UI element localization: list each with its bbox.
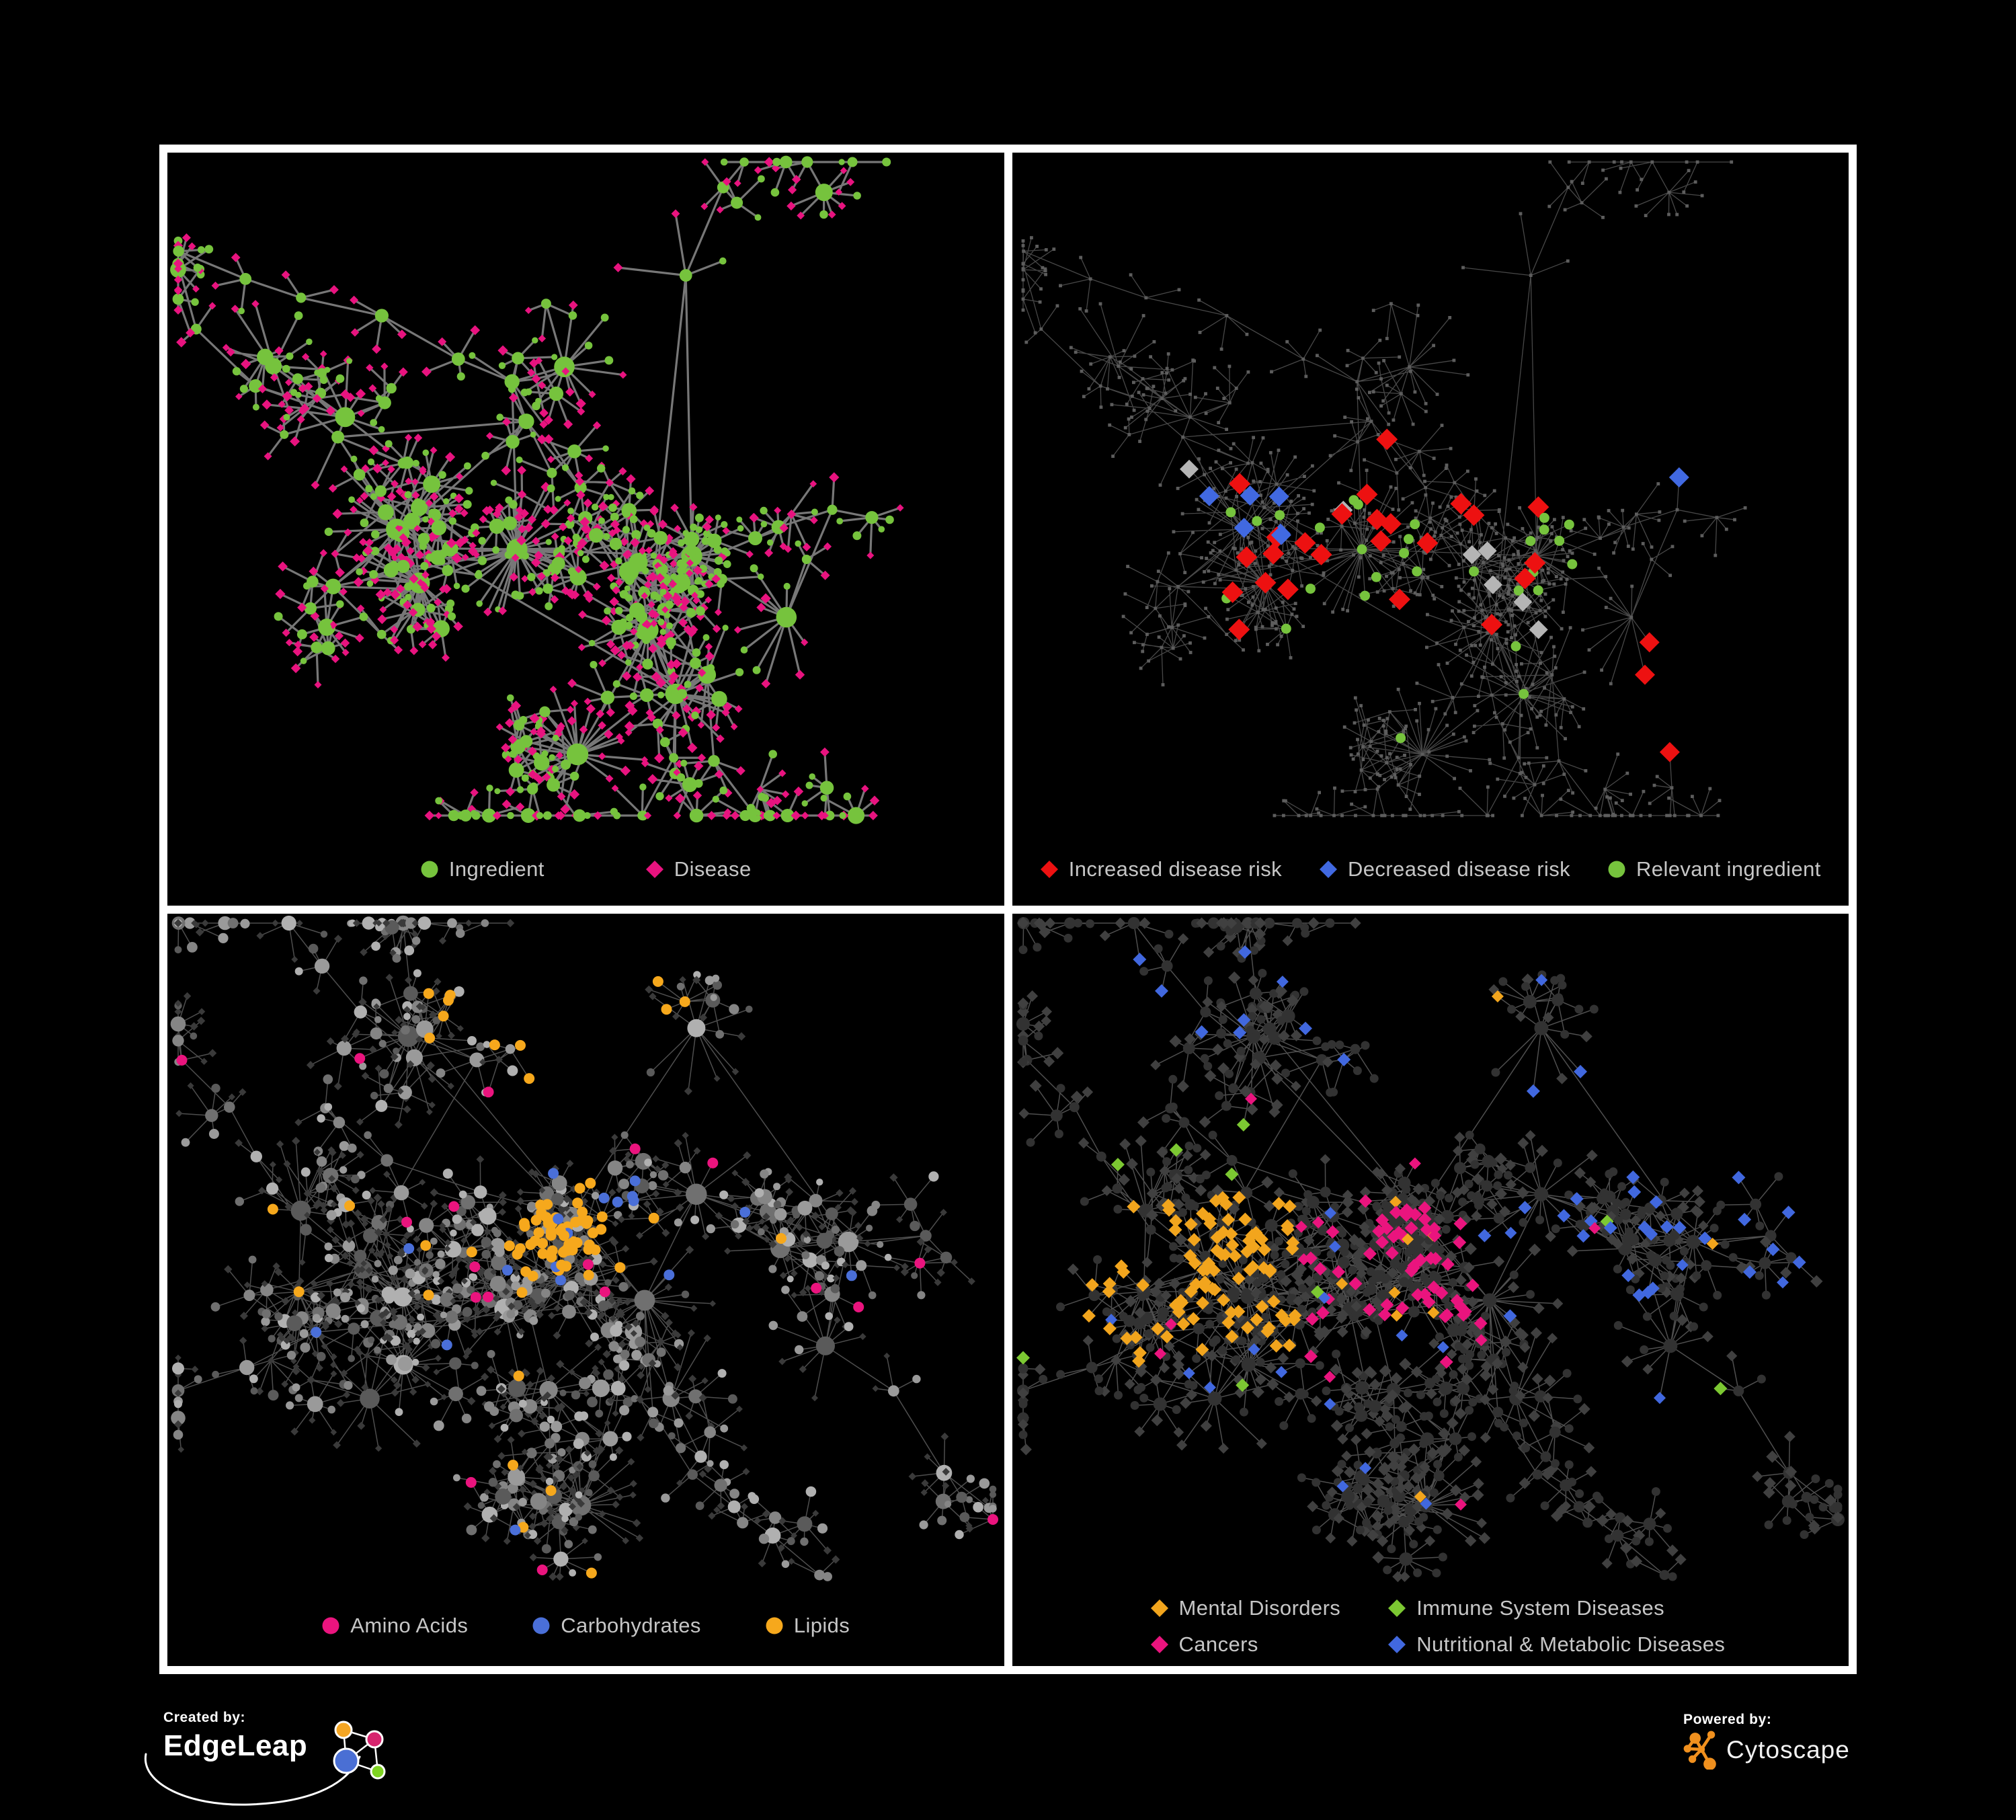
legend-item-increased-disease-risk: Increased disease risk [1040, 857, 1282, 881]
cancers-diamond-icon [1150, 1636, 1168, 1653]
legend-label-increased-disease-risk: Increased disease risk [1068, 857, 1282, 881]
amino-acids-circle-icon [322, 1617, 339, 1634]
legend-item-carbohydrates: Carbohydrates [532, 1614, 701, 1638]
legend-item-cancers: Cancers [1150, 1632, 1341, 1657]
legend-label-decreased-disease-risk: Decreased disease risk [1348, 857, 1571, 881]
legend-label-ingredient: Ingredient [448, 857, 545, 881]
legend-label-cancers: Cancers [1178, 1632, 1258, 1656]
lipids-circle-icon [766, 1617, 783, 1634]
legend-label-relevant-ingredient: Relevant ingredient [1636, 857, 1821, 881]
graph-nodes-base [1016, 916, 1845, 1582]
edgeleap-logo-icon [333, 1720, 386, 1780]
legend-item-lipids: Lipids [765, 1614, 850, 1638]
legend-label-disease: Disease [674, 857, 752, 881]
cytoscape-logo-icon [1683, 1731, 1716, 1770]
created-by-label: Created by: [163, 1710, 246, 1725]
cytoscape-logo-text: Cytoscape [1726, 1736, 1850, 1764]
graph-nodes-base [1021, 160, 1746, 818]
graph-edges [1022, 161, 1745, 816]
legend-label-mental-disorders: Mental Disorders [1178, 1596, 1341, 1620]
carbohydrates-circle-icon [532, 1617, 550, 1634]
panel-ingredient-disease: Ingredient Disease [167, 153, 1004, 906]
edgeleap-node-green [370, 1764, 386, 1780]
legend-item-immune-system-diseases: Immune System Diseases [1387, 1596, 1725, 1620]
legend-nutrient-classes: Amino Acids Carbohydrates Lipids [167, 1614, 1004, 1638]
legend-label-amino-acids: Amino Acids [350, 1614, 469, 1637]
powered-by-label: Powered by: [1683, 1712, 1772, 1727]
legend-item-nutritional-metabolic-diseases: Nutritional & Metabolic Diseases [1387, 1632, 1725, 1657]
graph-nodes-base [170, 155, 904, 824]
decreased-disease-risk-diamond-icon [1320, 860, 1337, 878]
nutritional-metabolic-diseases-diamond-icon [1388, 1636, 1406, 1653]
disease-diamond-icon [645, 860, 663, 878]
edgeleap-logo-text: EdgeLeap [163, 1729, 308, 1762]
network-graph-nutrient-classes [170, 915, 998, 1581]
legend-label-nutritional-metabolic-diseases: Nutritional & Metabolic Diseases [1416, 1632, 1726, 1656]
network-graph-disease-risk [1021, 160, 1746, 818]
panel-nutrient-classes: Amino Acids Carbohydrates Lipids [167, 913, 1004, 1666]
legend-item-amino-acids: Amino Acids [321, 1614, 468, 1638]
legend-ingredient-disease: Ingredient Disease [167, 857, 1004, 881]
legend-disease-risk: Increased disease risk Decreased disease … [1012, 857, 1849, 881]
network-graph-disease-categories [1016, 916, 1845, 1582]
edgeleap-node-pink [365, 1730, 384, 1749]
graph-nodes-highlighted [1179, 428, 1689, 762]
legend-label-immune-system-diseases: Immune System Diseases [1416, 1596, 1665, 1620]
edgeleap-branding: Created by: EdgeLeap [144, 1710, 391, 1806]
mental-disorders-diamond-icon [1150, 1599, 1168, 1617]
legend-disease-categories: Mental Disorders Cancers Immune System Dis… [1012, 1596, 1849, 1657]
legend-label-carbohydrates: Carbohydrates [561, 1614, 701, 1637]
increased-disease-risk-diamond-icon [1040, 860, 1058, 878]
graph-nodes-base [170, 915, 997, 1581]
edgeleap-node-orange [334, 1720, 353, 1739]
cytoscape-branding: Powered by: [1683, 1712, 1850, 1770]
legend-item-mental-disorders: Mental Disorders [1150, 1596, 1341, 1620]
edgeleap-node-blue [333, 1747, 360, 1774]
ingredient-circle-icon [421, 861, 438, 877]
panel-disease-risk: Increased disease risk Decreased disease … [1012, 153, 1849, 906]
immune-system-diseases-diamond-icon [1388, 1599, 1406, 1617]
legend-item-disease: Disease [645, 857, 752, 881]
graph-nodes-highlighted [1016, 945, 1806, 1511]
network-graph-ingredient-disease [170, 155, 904, 824]
network-grid: Ingredient Disease Increased disease risk… [159, 145, 1857, 1674]
legend-item-relevant-ingredient: Relevant ingredient [1607, 857, 1821, 881]
legend-label-lipids: Lipids [793, 1614, 850, 1637]
legend-item-decreased-disease-risk: Decreased disease risk [1319, 857, 1570, 881]
legend-item-ingredient: Ingredient [420, 857, 545, 881]
edgeleap-swoosh-icon [144, 1753, 361, 1806]
relevant-ingredient-circle-icon [1608, 861, 1625, 877]
graph-nodes-highlighted [176, 976, 998, 1579]
panel-disease-categories: Mental Disorders Cancers Immune System Dis… [1012, 913, 1849, 1666]
